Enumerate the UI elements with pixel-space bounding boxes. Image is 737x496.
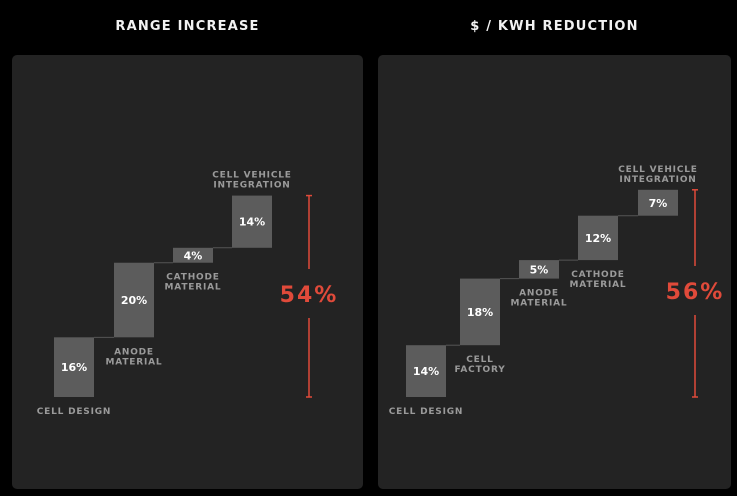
bar-value-label: 18% — [467, 306, 493, 319]
category-label: CELL VEHICLE INTEGRATION — [618, 165, 697, 185]
category-label: CATHODE MATERIAL — [570, 270, 627, 290]
waterfall-bar — [519, 260, 559, 279]
chart-title-range: RANGE INCREASE — [115, 19, 260, 34]
bar-value-label: 7% — [649, 197, 668, 210]
category-label: CELL DESIGN — [389, 407, 464, 417]
bar-value-label: 5% — [530, 263, 549, 276]
category-label: CATHODE MATERIAL — [165, 273, 222, 293]
waterfall-bar — [54, 337, 94, 397]
category-label: CELL FACTORY — [454, 355, 505, 375]
waterfall-bar — [578, 215, 618, 261]
waterfall-bar — [173, 247, 213, 263]
total-label: 54% — [280, 283, 339, 308]
waterfall-bar — [406, 345, 446, 397]
panel-range-increase — [12, 55, 363, 489]
waterfall-bar — [114, 262, 154, 338]
bar-value-label: 14% — [413, 365, 439, 378]
bar-value-label: 16% — [61, 361, 87, 374]
waterfall-bar — [638, 189, 678, 216]
waterfall-bar — [460, 278, 500, 346]
category-label: CELL VEHICLE INTEGRATION — [212, 171, 291, 191]
total-label: 56% — [666, 280, 725, 305]
chart-title-cost: $ / KWH REDUCTION — [470, 19, 639, 34]
bar-value-label: 14% — [239, 216, 265, 229]
category-label: CELL DESIGN — [37, 407, 112, 417]
category-label: ANODE MATERIAL — [511, 289, 568, 309]
bar-value-label: 20% — [121, 294, 147, 307]
bar-value-label: 4% — [184, 249, 203, 262]
waterfall-bar — [232, 195, 272, 248]
category-label: ANODE MATERIAL — [106, 347, 163, 367]
bar-value-label: 12% — [585, 232, 611, 245]
